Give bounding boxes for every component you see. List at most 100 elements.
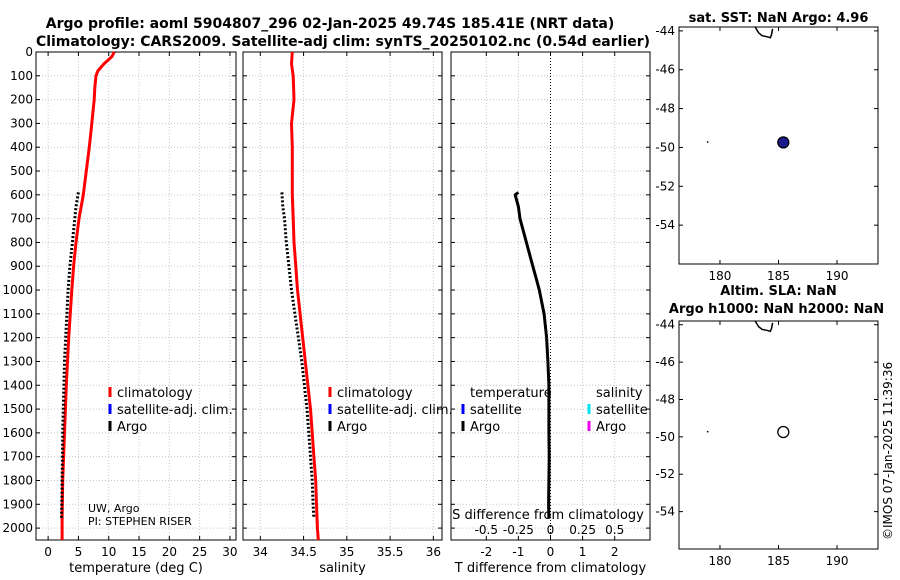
- x-tick-label: 0: [44, 545, 52, 559]
- title-line-2: Climatology: CARS2009. Satellite-adj cli…: [36, 34, 650, 50]
- y-tick-label: -54: [655, 505, 675, 519]
- legend-label: Argo: [117, 420, 147, 435]
- legend-label: climatology: [117, 386, 193, 401]
- y-tick-label: 1100: [2, 307, 33, 321]
- y-tick-label: 300: [10, 116, 33, 130]
- x-tick-label: 2: [611, 545, 619, 559]
- series-climatology: [290, 51, 320, 541]
- x-tick-label: -1: [512, 545, 524, 559]
- x2-tick-label: 0.25: [569, 523, 596, 537]
- legend-label: satellite: [596, 403, 648, 418]
- y-tick-label: 2000: [2, 521, 33, 535]
- y-tick-label: 700: [10, 212, 33, 226]
- x-axis-label: T difference from climatology: [454, 561, 647, 576]
- salinity-profile: 34 34.5 35 35.5 36 salinity climatology satelli…: [242, 51, 453, 576]
- x-tick-label: 34: [253, 545, 268, 559]
- title-line-1: Argo profile: aoml 5904807_296 02-Jan-20…: [46, 16, 615, 32]
- legend-label: Argo: [337, 420, 367, 435]
- series-t-diff-argo: [513, 191, 551, 519]
- y-tick-label: 1300: [2, 354, 33, 368]
- axes-frame: [242, 51, 443, 541]
- legend-header: temperature: [470, 386, 552, 401]
- y-tick-label: -54: [655, 218, 675, 232]
- map-title: sat. SST: NaN Argo: 4.96: [689, 11, 869, 26]
- x-tick-label: 15: [131, 545, 146, 559]
- y-tick-label: -52: [655, 179, 675, 193]
- coastline: [706, 141, 709, 144]
- x2-tick-label: -0.5: [475, 523, 498, 537]
- annotation-line: UW, Argo: [88, 502, 140, 515]
- y-tick-label: 1500: [2, 402, 33, 416]
- y-tick-label: -50: [655, 430, 675, 444]
- x-tick-label: 34.5: [290, 545, 317, 559]
- y-tick-label: -44: [655, 318, 675, 332]
- y-tick-label: -44: [655, 24, 675, 38]
- y-tick-label: 0: [25, 45, 33, 59]
- x-tick-label: 25: [192, 545, 207, 559]
- y-tick-label: -46: [655, 355, 675, 369]
- y-tick-label: -48: [655, 392, 675, 406]
- y-tick-label: 100: [10, 69, 33, 83]
- x2-tick-label: 0.5: [605, 523, 624, 537]
- x-tick-label: 5: [75, 545, 83, 559]
- x-tick-label: 1: [579, 545, 587, 559]
- legend-label: Argo: [596, 420, 626, 435]
- legend-label: climatology: [337, 386, 413, 401]
- legend-label: satellite-adj. clim.: [337, 403, 453, 418]
- y-tick-label: -50: [655, 140, 675, 154]
- y-tick-label: 1200: [2, 331, 33, 345]
- x2-tick-label: -0.25: [503, 523, 534, 537]
- map-title: Argo h1000: NaN h2000: NaN: [669, 302, 884, 317]
- axes-frame: [35, 51, 237, 541]
- legend-label: satellite: [470, 403, 522, 418]
- x-tick-label: 185: [767, 269, 790, 283]
- y-tick-label: -48: [655, 102, 675, 116]
- x-tick-label: 0: [547, 545, 555, 559]
- y-tick-label: 800: [10, 235, 33, 249]
- x-tick-label: 35.5: [377, 545, 404, 559]
- x-tick-label: 180: [709, 554, 732, 568]
- x-tick-label: 30: [222, 545, 237, 559]
- x-tick-label: 180: [709, 269, 732, 283]
- y-tick-label: 1600: [2, 426, 33, 440]
- x-tick-label: 190: [826, 554, 849, 568]
- x2-tick-label: 0: [547, 523, 555, 537]
- coastline: [706, 430, 709, 433]
- y-tick-label: 1400: [2, 378, 33, 392]
- y-tick-label: 1000: [2, 283, 33, 297]
- series-argo: [280, 192, 316, 519]
- x-axis-label: temperature (deg C): [69, 561, 203, 576]
- y-tick-label: 200: [10, 93, 33, 107]
- x2-axis-label: S difference from climatology: [452, 508, 644, 523]
- y-tick-label: 900: [10, 259, 33, 273]
- y-tick-label: 500: [10, 164, 33, 178]
- series-climatology: [60, 51, 116, 540]
- y-tick-label: 1700: [2, 450, 33, 464]
- x-tick-label: 20: [162, 545, 177, 559]
- x-tick-label: 35: [339, 545, 354, 559]
- sst-map: -44 -46 -48 -50 -52 -54 180 185 190 sat. SST: NaN…: [655, 11, 879, 283]
- float-position-marker: [777, 136, 790, 149]
- y-tick-label: 1900: [2, 497, 33, 511]
- x-tick-label: 36: [426, 545, 441, 559]
- y-tick-label: 600: [10, 188, 33, 202]
- coastline: [754, 26, 774, 39]
- legend-label: Argo: [470, 420, 500, 435]
- x-tick-label: -2: [480, 545, 492, 559]
- annotation-line: PI: STEPHEN RISER: [88, 515, 192, 528]
- coastline: [754, 320, 774, 333]
- x-tick-label: 190: [826, 269, 849, 283]
- y-tick-label: -52: [655, 467, 675, 481]
- x-axis-label: salinity: [319, 561, 366, 576]
- y-tick-label: 400: [10, 140, 33, 154]
- temperature-profile: 0100200300400500600700800900100011001200…: [2, 45, 237, 576]
- difference-profile: -2 -1 0 1 2 T difference from climatology temp…: [450, 51, 651, 576]
- legend-header: salinity: [596, 386, 643, 401]
- x-tick-label: 185: [767, 554, 790, 568]
- y-tick-label: -46: [655, 63, 675, 77]
- sla-map: -44 -46 -48 -50 -52 -54 180 185 190 Altim. SLA: N…: [655, 284, 884, 568]
- map-title: Altim. SLA: NaN: [720, 284, 836, 299]
- float-position-marker: [777, 425, 790, 439]
- x-tick-label: 10: [101, 545, 116, 559]
